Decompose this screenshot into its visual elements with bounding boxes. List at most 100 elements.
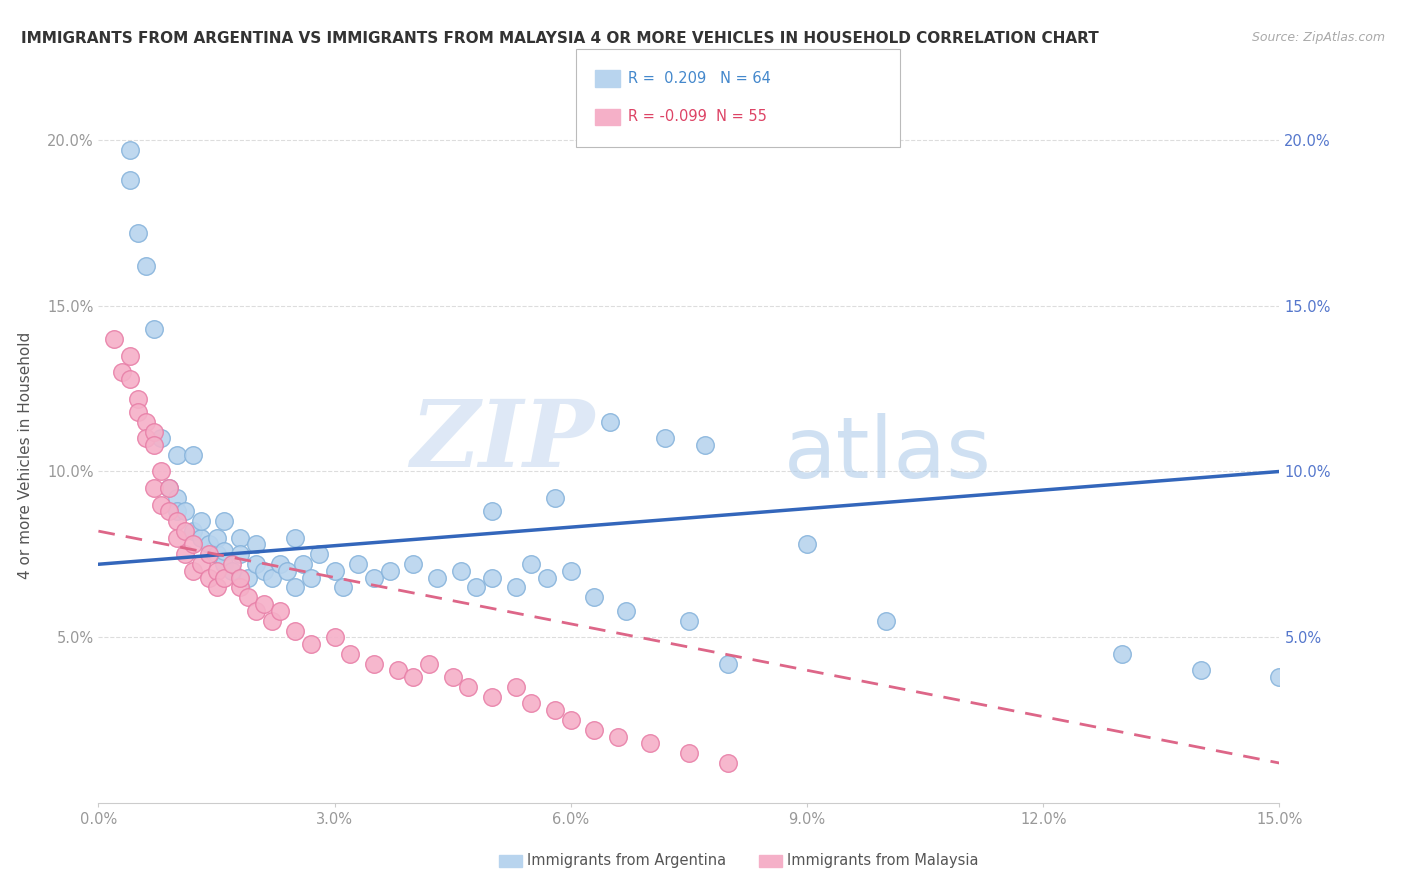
Point [197, 570, 219, 584]
Text: atlas: atlas [783, 413, 991, 497]
Point [323, 564, 346, 578]
Point [299, 570, 322, 584]
Point [875, 614, 897, 628]
Point [127, 405, 149, 419]
Point [166, 448, 188, 462]
Text: Source: ZipAtlas.com: Source: ZipAtlas.com [1251, 31, 1385, 45]
Text: Immigrants from Argentina: Immigrants from Argentina [527, 854, 727, 868]
Point [253, 597, 276, 611]
Point [260, 614, 283, 628]
Point [166, 504, 188, 518]
Point [197, 547, 219, 561]
Point [157, 481, 180, 495]
Point [221, 558, 243, 572]
Point [214, 570, 236, 584]
Point [284, 531, 307, 545]
Point [229, 581, 252, 595]
Point [135, 259, 157, 273]
Y-axis label: 4 or more Vehicles in Household: 4 or more Vehicles in Household [18, 331, 34, 579]
Point [166, 531, 188, 545]
Point [450, 564, 472, 578]
Point [157, 504, 180, 518]
Point [678, 614, 700, 628]
Point [236, 591, 259, 605]
Point [166, 514, 188, 528]
Point [505, 680, 527, 694]
Point [292, 558, 315, 572]
Point [181, 537, 204, 551]
Point [142, 481, 165, 495]
Point [387, 663, 409, 677]
Point [229, 570, 252, 584]
Point [214, 544, 236, 558]
Point [181, 524, 204, 538]
Point [299, 637, 322, 651]
Point [347, 558, 370, 572]
Point [1268, 670, 1291, 684]
Point [607, 730, 630, 744]
Point [205, 547, 228, 561]
Point [323, 630, 346, 644]
Point [229, 531, 252, 545]
Point [269, 558, 291, 572]
Text: IMMIGRANTS FROM ARGENTINA VS IMMIGRANTS FROM MALAYSIA 4 OR MORE VEHICLES IN HOUS: IMMIGRANTS FROM ARGENTINA VS IMMIGRANTS … [21, 31, 1099, 46]
Point [127, 392, 149, 406]
Point [402, 670, 425, 684]
Point [717, 657, 740, 671]
Point [505, 581, 527, 595]
Point [150, 431, 173, 445]
Point [717, 756, 740, 770]
Point [157, 481, 180, 495]
Point [142, 322, 165, 336]
Point [260, 570, 283, 584]
Point [118, 173, 141, 187]
Point [174, 504, 197, 518]
Point [174, 547, 197, 561]
Point [118, 143, 141, 157]
Point [465, 581, 488, 595]
Point [332, 581, 354, 595]
Point [457, 680, 479, 694]
Point [236, 570, 259, 584]
Point [135, 415, 157, 429]
Point [118, 372, 141, 386]
Point [378, 564, 401, 578]
Point [520, 558, 543, 572]
Point [544, 703, 567, 717]
Point [190, 558, 212, 572]
Point [402, 558, 425, 572]
Point [308, 547, 330, 561]
Point [135, 431, 157, 445]
Point [205, 564, 228, 578]
Point [221, 564, 243, 578]
Point [520, 697, 543, 711]
Point [614, 604, 637, 618]
Point [103, 332, 125, 346]
Point [481, 690, 503, 704]
Point [693, 438, 716, 452]
Point [190, 514, 212, 528]
Text: Immigrants from Malaysia: Immigrants from Malaysia [787, 854, 979, 868]
Point [583, 591, 606, 605]
Point [245, 558, 267, 572]
Point [190, 531, 212, 545]
Point [284, 624, 307, 638]
Point [481, 570, 503, 584]
Point [214, 514, 236, 528]
Point [678, 746, 700, 760]
Point [276, 564, 298, 578]
Point [418, 657, 440, 671]
Point [205, 531, 228, 545]
Point [142, 438, 165, 452]
Point [796, 537, 818, 551]
Point [150, 465, 173, 479]
Point [245, 604, 267, 618]
Point [118, 349, 141, 363]
Point [560, 564, 582, 578]
Point [205, 581, 228, 595]
Point [339, 647, 361, 661]
Point [174, 524, 197, 538]
Point [1189, 663, 1212, 677]
Point [544, 491, 567, 505]
Point [583, 723, 606, 737]
